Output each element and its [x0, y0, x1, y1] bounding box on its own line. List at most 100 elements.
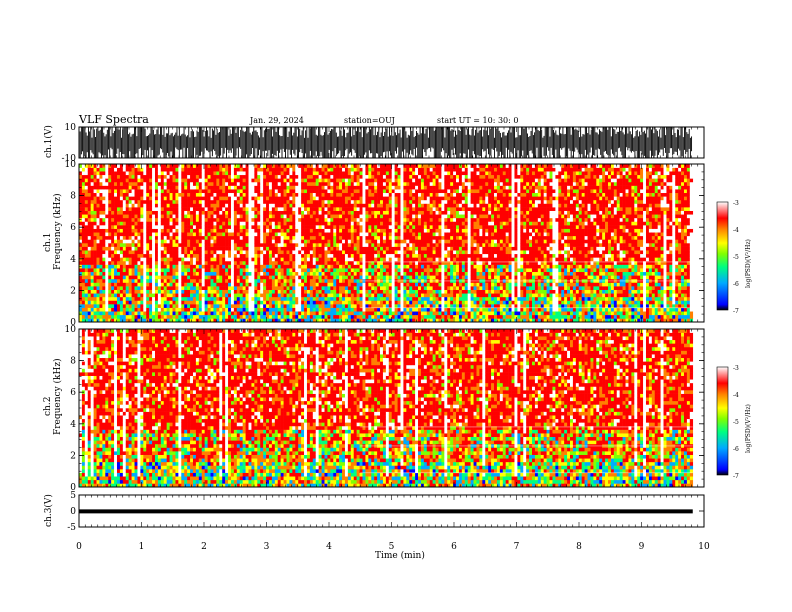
spectrogram-cell [339, 210, 343, 215]
spectrogram-cell [166, 268, 170, 273]
spectrogram-cell [339, 232, 343, 237]
spectrogram-cell [312, 228, 317, 233]
spectrogram-cell [131, 199, 135, 204]
spectrogram-cell [90, 268, 94, 273]
spectrogram-cell [298, 253, 302, 258]
spectrogram-cell [301, 217, 305, 222]
spectrogram-cell [134, 199, 138, 204]
spectrogram-cell [190, 214, 194, 219]
spectrogram-cell [119, 296, 124, 301]
spectrogram-cell [128, 257, 132, 262]
spectrogram-cell [312, 300, 317, 305]
spectrogram-cell [312, 264, 317, 269]
spectrogram-cell [353, 217, 357, 222]
spectrogram-cell [111, 278, 115, 283]
spectrogram-cell [274, 268, 279, 273]
spectrogram-cell [175, 167, 179, 172]
spectrogram-cell [266, 264, 270, 269]
spectrogram-cell [154, 246, 159, 251]
spectrogram-cell [216, 282, 220, 287]
spectrogram-cell [169, 181, 173, 186]
spectrogram-cell [114, 275, 118, 280]
spectrogram-cell [131, 318, 135, 323]
spectrogram-cell [260, 271, 264, 276]
spectrogram-cell [359, 289, 363, 294]
spectrogram-cell [277, 221, 281, 226]
spectrogram-cell [204, 307, 208, 312]
spectrogram-cell [353, 199, 357, 204]
spectrogram-cell [292, 174, 296, 179]
spectrogram-cell [213, 257, 217, 262]
spectrogram-cell [160, 278, 165, 283]
spectrogram-cell [157, 214, 162, 219]
spectrogram-cell [87, 167, 91, 172]
spectrogram-cell [222, 232, 226, 237]
spectrogram-cell [242, 214, 246, 219]
spectrogram-cell [271, 217, 276, 222]
spectrogram-cell [344, 257, 349, 262]
spectrogram-cell [219, 207, 223, 211]
spectrogram-cell [160, 239, 165, 244]
spectrogram-cell [336, 296, 340, 301]
spectrogram-cell [84, 293, 89, 298]
spectrogram-cell [219, 275, 223, 280]
spectrogram-cell [359, 217, 363, 222]
spectrogram-cell [292, 311, 296, 316]
spectrogram-cell [157, 225, 162, 229]
spectrogram-cell [277, 246, 281, 251]
spectrogram-cell [172, 264, 176, 269]
spectrogram-cell [195, 246, 200, 251]
spectrogram-cell [99, 282, 103, 287]
spectrogram-cell [87, 246, 91, 251]
spectrogram-cell [102, 307, 106, 312]
spectrogram-cell [192, 304, 197, 308]
spectrogram-cell [96, 260, 100, 265]
spectrogram-cell [254, 260, 258, 265]
spectrogram-cell [350, 311, 355, 316]
spectrogram-cell [339, 289, 343, 294]
spectrogram-cell [87, 257, 91, 262]
spectrogram-cell [347, 253, 352, 258]
spectrogram-cell [254, 164, 258, 168]
spectrogram-cell [333, 282, 337, 287]
spectrogram-cell [333, 232, 337, 237]
spectrogram-cell [248, 196, 252, 201]
spectrogram-cell [90, 210, 94, 215]
spectrogram-cell [309, 207, 314, 211]
spectrogram-cell [301, 260, 305, 265]
spectrogram-cell [96, 174, 100, 179]
spectrogram-cell [347, 268, 352, 273]
spectrogram-cell [289, 246, 293, 251]
spectrogram-cell [181, 296, 185, 301]
spectrogram-cell [286, 228, 290, 233]
spectrogram-cell [230, 189, 235, 194]
spectrogram-cell [339, 239, 343, 244]
spectrogram-cell [96, 243, 100, 247]
spectrogram-cell [248, 217, 252, 222]
spectrogram-cell [295, 304, 299, 308]
spectrogram-cell [318, 174, 322, 179]
spectrogram-cell [327, 293, 331, 298]
spectrogram-cell [242, 304, 246, 308]
spectrogram-cell [353, 185, 357, 190]
spectrogram-cell [254, 214, 258, 219]
spectrogram-cell [356, 282, 360, 287]
spectrogram-cell [350, 286, 355, 290]
spectrogram-cell [271, 271, 276, 276]
spectrogram-cell [187, 304, 191, 308]
spectrogram-cell [359, 311, 363, 316]
spectrogram-cell [93, 164, 97, 168]
spectrogram-cell [327, 296, 331, 301]
spectrogram-cell [304, 257, 308, 262]
spectrogram-cell [219, 278, 223, 283]
spectrogram-cell [324, 268, 328, 273]
spectrogram-cell [356, 171, 360, 176]
spectrogram-cell [131, 304, 135, 308]
spectrogram-cell [236, 235, 241, 240]
spectrogram-cell [172, 286, 176, 290]
spectrogram-cell [166, 228, 170, 233]
spectrogram-cell [257, 257, 261, 262]
spectrogram-cell [119, 300, 124, 305]
spectrogram-cell [277, 171, 281, 176]
spectrogram-cell [114, 307, 118, 312]
